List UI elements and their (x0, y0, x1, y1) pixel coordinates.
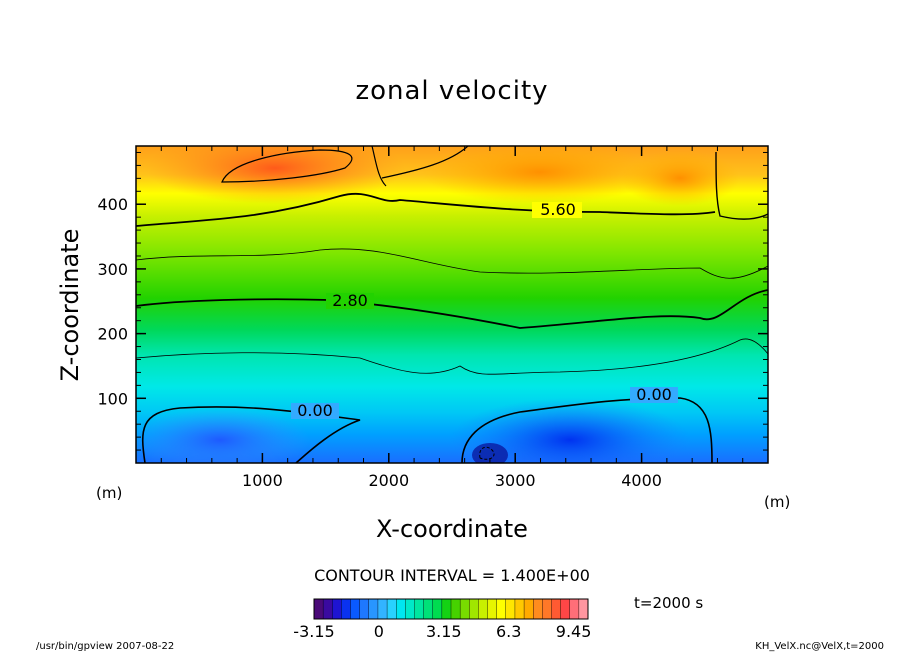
colorbar-swatch (332, 598, 342, 620)
y-unit-label: (m) (96, 484, 123, 502)
colorbar-frame (313, 598, 589, 620)
colorbar: -3.15 0 3.15 6.3 9.45 (293, 598, 592, 641)
footer-right: KH_VelX.nc@VelX,t=2000 (755, 641, 884, 652)
colorbar-swatch (350, 598, 361, 620)
colorbar-swatch (359, 598, 370, 620)
colorbar-swatch (396, 598, 406, 620)
colorbar-swatch (496, 598, 507, 620)
colorbar-swatch (414, 598, 425, 620)
plot-frame (135, 145, 769, 464)
heatmap-field (136, 146, 768, 463)
colorbar-swatch (341, 598, 352, 620)
colorbar-tick-label: -3.15 (293, 622, 334, 641)
colorbar-swatch (423, 598, 434, 620)
contour-label: 2.80 (332, 291, 368, 310)
axes: 1000 2000 3000 4000 100 200 300 400 (97, 146, 769, 490)
colorbar-swatch (514, 598, 525, 620)
colorbar-swatch (569, 598, 580, 620)
y-axis-label: Z-coordinate (56, 229, 84, 382)
colorbar-swatch (505, 598, 516, 620)
footer-left: /usr/bin/gpview 2007-08-22 (36, 641, 175, 652)
colorbar-swatch (386, 598, 397, 620)
x-tick-label: 3000 (495, 471, 536, 490)
colorbar-tick-label: 0 (374, 622, 384, 641)
colorbar-tick-label: 6.3 (496, 622, 521, 641)
x-axis-label: X-coordinate (376, 515, 528, 543)
x-unit-label: (m) (764, 493, 791, 511)
contour-label: 0.00 (636, 385, 672, 404)
colorbar-swatch (322, 598, 333, 620)
colorbar-swatch (542, 598, 552, 620)
y-tick-label: 400 (97, 195, 128, 214)
colorbar-swatch (551, 598, 562, 620)
time-label: t=2000 s (634, 594, 704, 612)
y-tick-label: 200 (97, 325, 128, 344)
colorbar-swatch (377, 598, 388, 620)
x-tick-label: 1000 (242, 471, 283, 490)
contour-label: 0.00 (297, 401, 333, 420)
contour-interval-label: CONTOUR INTERVAL = 1.400E+00 (314, 566, 590, 585)
colorbar-swatch (432, 598, 443, 620)
colorbar-tick-label: 3.15 (426, 622, 462, 641)
colorbar-swatch (450, 598, 461, 620)
colorbar-swatch (523, 598, 534, 620)
x-tick-label: 2000 (368, 471, 409, 490)
colorbar-swatch (313, 598, 324, 620)
colorbar-swatch (405, 598, 415, 620)
contour-label: 5.60 (540, 200, 576, 219)
colorbar-swatch (578, 598, 589, 620)
colorbar-swatch (478, 598, 489, 620)
colorbar-tick-label: 9.45 (556, 622, 592, 641)
colorbar-swatch (441, 598, 452, 620)
colorbar-swatch (533, 598, 543, 620)
colorbar-swatch (560, 598, 571, 620)
y-tick-label: 100 (97, 389, 128, 408)
colorbar-swatch (487, 598, 498, 620)
colorbar-swatch (368, 598, 379, 620)
contour-label-backgrounds (291, 202, 678, 419)
chart-title: zonal velocity (355, 76, 549, 106)
x-tick-label: 4000 (621, 471, 662, 490)
y-tick-label: 300 (97, 260, 128, 279)
colorbar-swatch (469, 598, 479, 620)
colorbar-swatch (459, 598, 470, 620)
